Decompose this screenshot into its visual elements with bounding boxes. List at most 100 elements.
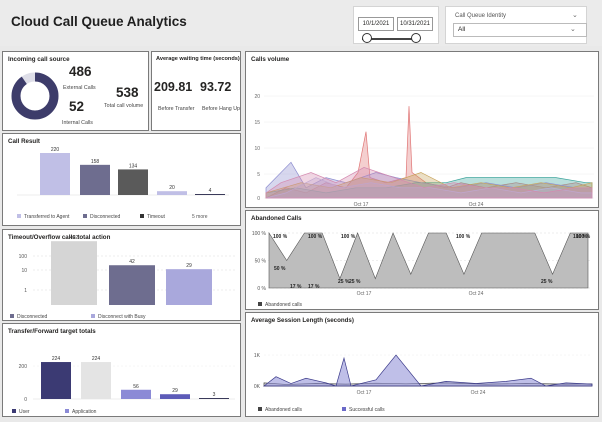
queue-identity-slicer: Call Queue Identity ⌄ All ⌄ bbox=[445, 6, 587, 44]
call-result-bar[interactable] bbox=[80, 164, 110, 195]
before-transfer-label: Before Transfer bbox=[158, 106, 195, 112]
date-slider-end-handle[interactable] bbox=[411, 33, 421, 43]
session-y-tick: 1K bbox=[254, 353, 261, 359]
incoming-call-source-title: Incoming call source bbox=[8, 56, 70, 63]
abandoned-data-label: 17 % bbox=[290, 284, 302, 290]
average-waiting-time-title: Average waiting time (seconds) bbox=[156, 56, 240, 62]
external-calls-label: External Calls bbox=[63, 85, 96, 91]
abandoned-data-label: 100 % bbox=[576, 234, 591, 240]
call-result-bar[interactable] bbox=[157, 191, 187, 195]
session-successful-series[interactable] bbox=[262, 354, 593, 387]
session-x-tick: Oct 24 bbox=[471, 390, 486, 396]
timeout-bar[interactable] bbox=[109, 265, 155, 305]
start-date-input[interactable]: 10/1/2021 bbox=[358, 17, 394, 31]
call-result-bar[interactable] bbox=[40, 153, 70, 195]
average-session-length-chart: 1K 0K Oct 17 Oct 24 Abandoned calls Success… bbox=[254, 353, 593, 413]
internal-calls-value: 52 bbox=[69, 99, 85, 114]
calls-volume-series[interactable] bbox=[265, 177, 593, 199]
before-transfer-value: 209.81 bbox=[154, 80, 193, 94]
calls-volume-y-tick: 20 bbox=[254, 94, 260, 100]
transfer-y-tick: 0 bbox=[24, 397, 27, 403]
transfer-data-label: 3 bbox=[213, 392, 216, 398]
transfer-legend-swatch bbox=[65, 409, 69, 413]
timeout-data-label: 402 bbox=[70, 235, 79, 241]
abandoned-legend-swatch bbox=[258, 302, 262, 306]
abandoned-data-label: 50 % bbox=[274, 266, 286, 272]
calls-volume-title: Calls volume bbox=[251, 56, 290, 63]
call-result-data-label: 220 bbox=[51, 147, 60, 153]
call-result-bar[interactable] bbox=[195, 194, 225, 195]
queue-identity-dropdown[interactable]: All bbox=[453, 23, 587, 37]
page-title: Cloud Call Queue Analytics bbox=[11, 14, 187, 29]
abandoned-data-label: 100 % bbox=[456, 234, 471, 240]
call-result-legend-label: Disconnected bbox=[90, 214, 121, 220]
transfer-bar[interactable] bbox=[41, 362, 71, 399]
transfer-legend-label: User bbox=[19, 409, 30, 415]
calls-volume-y-tick: 10 bbox=[254, 146, 260, 152]
transfer-bar[interactable] bbox=[199, 398, 229, 399]
abandoned-calls-area[interactable] bbox=[268, 231, 589, 289]
call-result-card: Call Result 220 158 134 20 4 Transferred to … bbox=[2, 133, 241, 226]
timeout-overflow-title: Timeout/Overflow calls total action bbox=[8, 234, 111, 241]
calls-volume-x-tick: Oct 24 bbox=[469, 202, 484, 208]
call-result-bar[interactable] bbox=[118, 169, 148, 195]
abandoned-data-label: 25 % bbox=[349, 279, 361, 285]
incoming-donut-chart bbox=[11, 72, 59, 120]
timeout-overflow-card: Timeout/Overflow calls total action 100 1… bbox=[2, 229, 241, 321]
transfer-data-label: 29 bbox=[172, 388, 178, 394]
calls-volume-series[interactable] bbox=[265, 172, 593, 199]
dropdown-chevron-icon[interactable]: ⌄ bbox=[570, 26, 576, 33]
date-slider-start-handle[interactable] bbox=[362, 33, 372, 43]
transfer-bar[interactable] bbox=[81, 362, 111, 399]
timeout-data-label: 42 bbox=[129, 259, 135, 265]
transfer-y-tick: 200 bbox=[19, 364, 28, 370]
transfer-data-label: 224 bbox=[92, 356, 101, 362]
call-result-data-label: 134 bbox=[129, 163, 138, 169]
call-result-legend-label: Transferred to Agent bbox=[24, 214, 70, 220]
call-result-chart: 220 158 134 20 4 Transferred to Agent Disconn… bbox=[17, 147, 229, 220]
abandoned-x-tick: Oct 24 bbox=[469, 291, 484, 297]
header-bar: Cloud Call Queue Analytics 10/1/2021 10/… bbox=[0, 0, 602, 46]
timeout-y-tick: 10 bbox=[21, 268, 27, 274]
incoming-call-source-card: Incoming call source 486 External Calls … bbox=[2, 51, 149, 131]
timeout-legend-label: Disconnect with Busy bbox=[98, 314, 146, 320]
abandoned-calls-title: Abandoned Calls bbox=[251, 215, 302, 222]
abandoned-y-tick: 100 % bbox=[252, 231, 267, 237]
transfer-forward-title: Transfer/Forward target totals bbox=[8, 328, 96, 335]
abandoned-data-label: 100 % bbox=[273, 234, 288, 240]
donut-external-slice bbox=[11, 72, 59, 120]
end-date-input[interactable]: 10/31/2021 bbox=[397, 17, 433, 31]
abandoned-data-label: 100 % bbox=[341, 234, 356, 240]
abandoned-data-label: 25 % bbox=[338, 279, 350, 285]
transfer-bar[interactable] bbox=[160, 394, 190, 399]
timeout-data-label: 29 bbox=[186, 263, 192, 269]
transfer-data-label: 224 bbox=[52, 356, 61, 362]
internal-calls-label: Internal Calls bbox=[62, 120, 93, 126]
average-session-length-title: Average Session Length (seconds) bbox=[251, 317, 354, 324]
total-call-volume-label: Total call volume bbox=[104, 103, 144, 109]
calls-volume-chart: 20 15 10 5 0 Oct 17 Oct 24 bbox=[254, 94, 594, 208]
timeout-y-tick: 1 bbox=[24, 288, 27, 294]
timeout-bar[interactable] bbox=[166, 269, 212, 305]
call-result-legend-swatch bbox=[17, 214, 21, 218]
abandoned-y-tick: 0 % bbox=[257, 286, 266, 292]
timeout-bar[interactable] bbox=[51, 241, 97, 305]
calls-volume-series[interactable] bbox=[265, 167, 593, 199]
calls-volume-y-tick: 15 bbox=[254, 120, 260, 126]
abandoned-calls-card: Abandoned Calls 100 % 50 % 0 % 100 % 100 % 1… bbox=[245, 210, 599, 310]
transfer-bar[interactable] bbox=[121, 389, 151, 399]
abandoned-data-label: 25 % bbox=[541, 279, 553, 285]
transfer-forward-chart: 200 0 224 224 56 29 3 User Application bbox=[12, 356, 235, 415]
transfer-forward-card: Transfer/Forward target totals 200 0 224 2… bbox=[2, 323, 241, 417]
abandoned-data-label: 100 % bbox=[573, 234, 588, 240]
date-slider-track[interactable] bbox=[362, 38, 416, 40]
average-waiting-time-card: Average waiting time (seconds) 209.81 Be… bbox=[151, 51, 241, 131]
timeout-y-tick: 100 bbox=[19, 254, 28, 260]
transfer-legend-label: Application bbox=[72, 409, 97, 415]
call-result-more-link[interactable]: 5 more bbox=[192, 214, 208, 220]
session-legend-swatch bbox=[342, 407, 346, 411]
timeout-overflow-chart: 100 10 1 402 42 29 Disconnected Disconnect wi… bbox=[10, 235, 235, 320]
transfer-data-label: 56 bbox=[133, 384, 139, 390]
calls-volume-y-tick: 0 bbox=[257, 196, 260, 202]
call-result-legend-label: Timeout bbox=[147, 214, 165, 220]
